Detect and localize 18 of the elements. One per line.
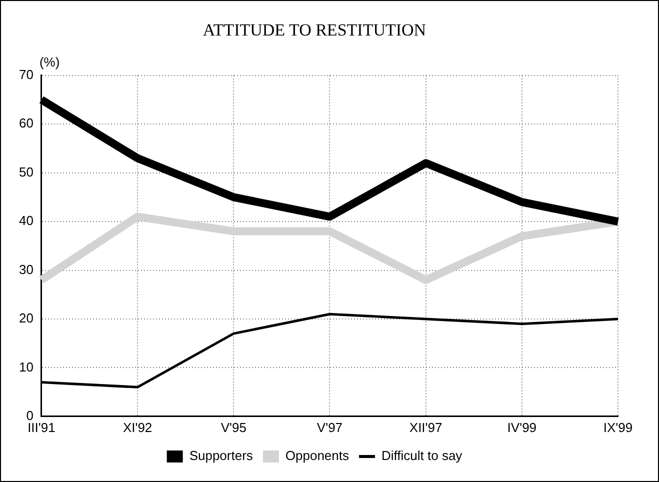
legend-label: Opponents [285, 448, 350, 464]
y-axis-title: (%) [39, 54, 60, 70]
chart-title: ATTITUDE TO RESTITUTION [202, 20, 426, 40]
y-tick-label: 20 [18, 310, 34, 326]
x-tick-label: XII'97 [409, 420, 442, 435]
x-tick-label: V'97 [316, 420, 343, 435]
x-tick-label: IV'99 [507, 420, 537, 435]
legend-label: Supporters [189, 448, 254, 464]
y-tick-label: 30 [18, 262, 34, 277]
y-tick-label: 10 [18, 359, 34, 374]
y-tick-label: 40 [18, 213, 34, 228]
y-tick-label: 50 [18, 164, 34, 180]
x-tick-label: IX'99 [603, 420, 633, 435]
y-tick-label: 70 [18, 66, 34, 82]
x-tick-label: V'95 [220, 420, 246, 435]
x-tick-label: XI'92 [122, 420, 152, 435]
y-tick-label: 60 [18, 116, 34, 131]
legend-label: Difficult to say [382, 448, 463, 464]
